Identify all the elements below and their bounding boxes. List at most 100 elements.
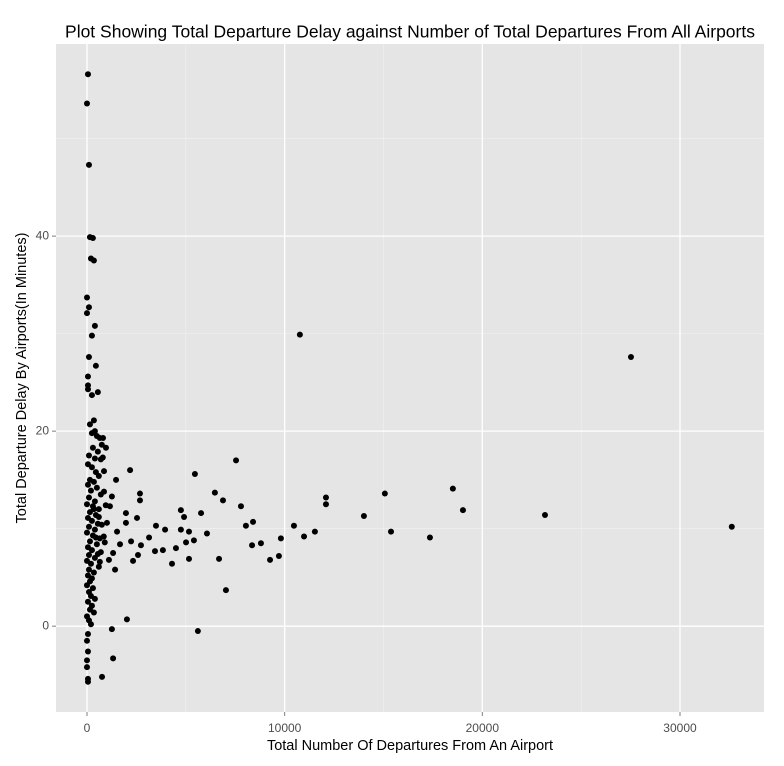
point bbox=[91, 595, 98, 602]
point bbox=[108, 626, 115, 633]
point bbox=[257, 540, 264, 547]
point bbox=[95, 563, 102, 570]
point bbox=[99, 454, 106, 461]
point bbox=[211, 489, 218, 496]
point bbox=[88, 464, 95, 471]
point bbox=[177, 526, 184, 533]
point bbox=[94, 448, 101, 455]
point bbox=[84, 386, 91, 393]
point bbox=[177, 507, 184, 514]
point bbox=[277, 535, 284, 542]
point bbox=[114, 528, 121, 535]
point bbox=[90, 506, 97, 513]
x-axis-title: Total Number Of Departures From An Airpo… bbox=[267, 738, 553, 754]
point bbox=[84, 481, 91, 488]
point bbox=[95, 513, 102, 520]
point bbox=[151, 548, 158, 555]
point bbox=[84, 648, 91, 655]
point bbox=[84, 71, 91, 78]
y-tick-label: 20 bbox=[36, 423, 50, 437]
point bbox=[172, 545, 179, 552]
point bbox=[90, 257, 97, 264]
point bbox=[88, 332, 95, 339]
point bbox=[85, 354, 92, 361]
point bbox=[88, 430, 95, 437]
point bbox=[85, 566, 92, 573]
point bbox=[216, 555, 223, 562]
point bbox=[185, 528, 192, 535]
point bbox=[426, 534, 433, 541]
point bbox=[83, 637, 90, 644]
point bbox=[181, 513, 188, 520]
point bbox=[95, 473, 102, 480]
point bbox=[233, 457, 240, 464]
point bbox=[88, 392, 95, 399]
point bbox=[87, 487, 94, 494]
point bbox=[322, 494, 329, 501]
point bbox=[237, 503, 244, 510]
point bbox=[100, 434, 107, 441]
point bbox=[301, 533, 308, 540]
point bbox=[100, 533, 107, 540]
point bbox=[113, 476, 120, 483]
y-axis-title: Total Departure Delay By Airports(In Min… bbox=[14, 233, 30, 524]
point bbox=[322, 501, 329, 508]
point bbox=[91, 526, 98, 533]
point bbox=[84, 678, 91, 685]
point bbox=[84, 598, 91, 605]
point bbox=[84, 373, 91, 380]
point bbox=[136, 497, 143, 504]
point bbox=[90, 417, 97, 424]
point bbox=[381, 490, 388, 497]
x-tick-label: 30000 bbox=[663, 721, 697, 735]
grid bbox=[56, 44, 764, 712]
point bbox=[84, 630, 91, 637]
point bbox=[459, 507, 466, 514]
point bbox=[222, 587, 229, 594]
point bbox=[128, 538, 135, 545]
point bbox=[296, 331, 303, 338]
point bbox=[86, 538, 93, 545]
chart-title: Plot Showing Total Departure Delay again… bbox=[65, 22, 755, 42]
point bbox=[83, 100, 90, 107]
point bbox=[190, 537, 197, 544]
point bbox=[83, 310, 90, 317]
point bbox=[94, 551, 101, 558]
point bbox=[159, 547, 166, 554]
panel bbox=[56, 44, 764, 712]
point bbox=[86, 421, 93, 428]
point bbox=[91, 455, 98, 462]
point bbox=[93, 484, 100, 491]
point bbox=[92, 534, 99, 541]
point bbox=[152, 522, 159, 529]
point bbox=[134, 551, 141, 558]
point bbox=[541, 512, 548, 519]
point bbox=[162, 526, 169, 533]
point bbox=[90, 478, 97, 485]
point bbox=[95, 506, 102, 513]
point bbox=[249, 542, 256, 549]
point bbox=[94, 389, 101, 396]
point bbox=[98, 441, 105, 448]
point bbox=[89, 444, 96, 451]
point bbox=[108, 493, 115, 500]
point bbox=[101, 539, 108, 546]
point bbox=[290, 522, 297, 529]
point bbox=[87, 560, 94, 567]
point bbox=[275, 552, 282, 559]
point bbox=[360, 512, 367, 519]
point bbox=[136, 490, 143, 497]
point bbox=[88, 547, 95, 554]
point bbox=[112, 566, 119, 573]
point bbox=[83, 657, 90, 664]
point bbox=[87, 621, 94, 628]
point bbox=[85, 304, 92, 311]
point bbox=[90, 569, 97, 576]
point bbox=[85, 551, 92, 558]
point bbox=[110, 655, 117, 662]
point bbox=[89, 235, 96, 242]
point bbox=[267, 556, 274, 563]
point bbox=[728, 523, 735, 530]
y-tick-label: 0 bbox=[42, 618, 49, 632]
